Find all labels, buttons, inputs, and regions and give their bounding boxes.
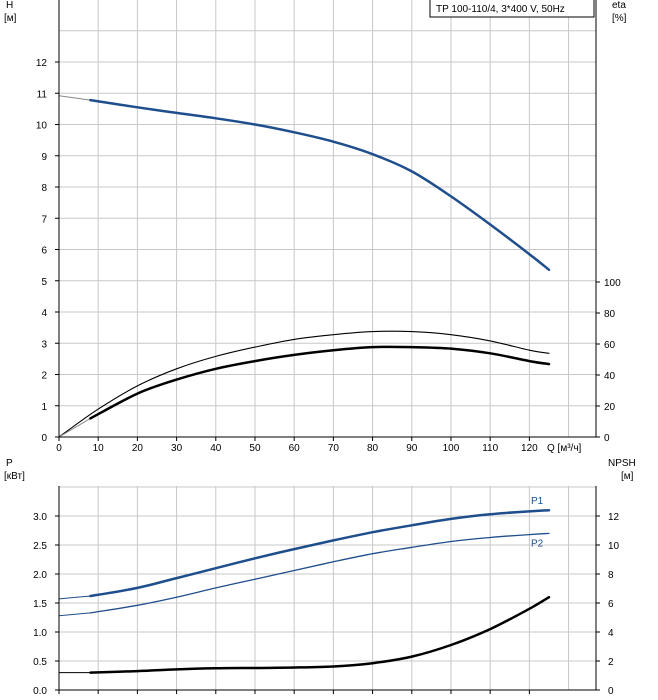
y2-tick-label-2: 2 — [608, 657, 614, 668]
y2-tick-label-2: 12 — [608, 512, 620, 523]
x-tick-label: 10 — [93, 443, 105, 454]
y-tick-label: 5 — [41, 277, 47, 288]
y2-tick-label: 60 — [604, 340, 616, 351]
x-tick-label: 40 — [210, 443, 222, 454]
y-tick-label: 3 — [41, 339, 47, 350]
y-tick-label: 10 — [36, 121, 48, 132]
series-label-p1: P1 — [531, 496, 544, 507]
y2-tick-label-2: 8 — [608, 570, 614, 581]
x-tick-label: 100 — [443, 443, 460, 454]
x-tick-label: 90 — [406, 443, 418, 454]
series-label-p2: P2 — [531, 538, 544, 549]
y2-tick-label: 40 — [604, 371, 616, 382]
panel1-series-1 — [58, 330, 550, 438]
y2-tick-label: 80 — [604, 309, 616, 320]
y2-tick-label: 0 — [604, 433, 610, 444]
x-axis-label: Q [м³/ч] — [547, 443, 582, 454]
panel2-series-1 — [89, 532, 550, 614]
y2-axis-unit: [%] — [612, 13, 627, 24]
curve-extension-2 — [58, 595, 91, 600]
y-tick-label: 0 — [41, 433, 47, 444]
curves-layer — [58, 95, 551, 674]
y-tick-label-2: 1.5 — [33, 599, 47, 610]
x-tick-label: 70 — [328, 443, 340, 454]
y-tick-label: 8 — [41, 183, 47, 194]
panel2-series-0 — [89, 508, 551, 598]
x-tick-label: 20 — [132, 443, 144, 454]
legend-box — [429, 0, 595, 18]
x-tick-label: 60 — [289, 443, 301, 454]
axes-layer — [55, 0, 600, 694]
panel2-series-2 — [89, 595, 551, 674]
y-tick-label-2: 2.5 — [33, 541, 47, 552]
y2-tick-label-2: 0 — [608, 686, 614, 697]
y2-tick-label-2: 10 — [608, 541, 620, 552]
y-tick-label-2: 2.0 — [33, 570, 47, 581]
p-axis-label: P — [6, 458, 13, 469]
y-tick-label: 9 — [41, 152, 47, 163]
curve-extension — [58, 95, 91, 101]
y-tick-label: 11 — [37, 89, 48, 100]
x-tick-label: 50 — [249, 443, 261, 454]
y-tick-label-2: 0.5 — [33, 657, 47, 668]
y-tick-label: 7 — [41, 214, 47, 225]
y-tick-label: 1 — [41, 402, 47, 413]
y-tick-label: 12 — [36, 58, 48, 69]
x-tick-label: 110 — [482, 443, 498, 454]
y-tick-label-2: 1.0 — [33, 628, 47, 639]
y2-tick-label: 100 — [604, 278, 621, 289]
panel1-series-2 — [89, 345, 551, 420]
y-tick-label: 2 — [41, 371, 47, 382]
x-tick-label: 30 — [171, 443, 183, 454]
curve-extension-2 — [58, 612, 91, 617]
npsh-axis-unit: [м] — [621, 471, 634, 482]
y-tick-label: 6 — [41, 246, 47, 257]
x-tick-label: 0 — [56, 443, 62, 454]
legend-text: TP 100-110/4, 3*400 V, 50Hz — [436, 4, 565, 15]
y-tick-label-2: 0.0 — [33, 686, 47, 697]
p-axis-unit: [кВт] — [4, 471, 25, 482]
curve-extension — [58, 417, 91, 438]
y-tick-label: 4 — [41, 308, 47, 319]
y2-tick-label: 20 — [604, 402, 616, 413]
npsh-axis-label: NPSH — [608, 458, 636, 469]
y-tick-label-2: 3.0 — [33, 512, 47, 523]
x-tick-label: 80 — [367, 443, 379, 454]
x-tick-label: 120 — [521, 443, 538, 454]
y2-axis-label: eta — [612, 0, 626, 11]
y-axis-unit: [м] — [4, 13, 17, 24]
panel1-series-0 — [89, 98, 551, 272]
y2-tick-label-2: 4 — [608, 628, 614, 639]
y-axis-label: H — [6, 0, 13, 11]
y2-tick-label-2: 6 — [608, 599, 614, 610]
